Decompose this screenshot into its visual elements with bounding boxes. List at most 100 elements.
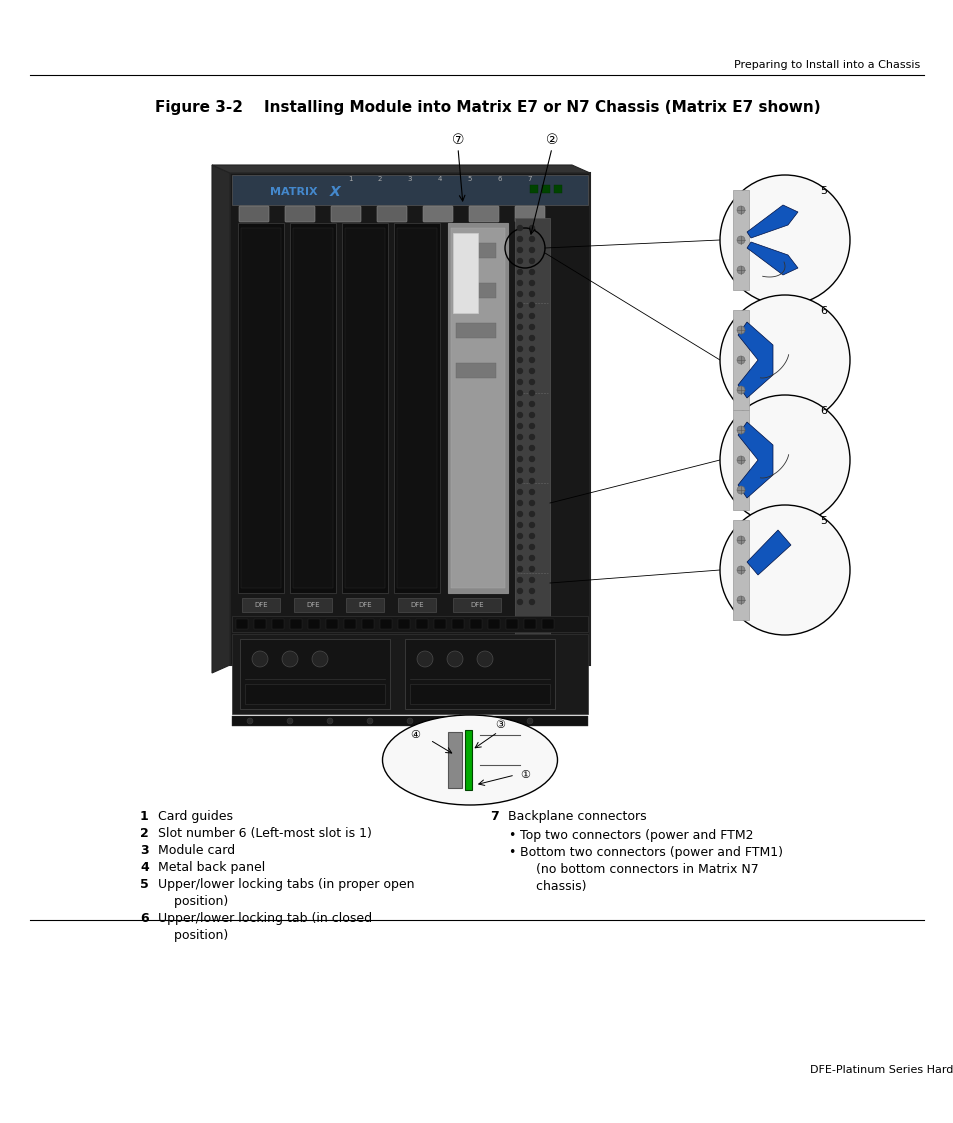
Text: 5: 5 — [820, 186, 826, 197]
Circle shape — [737, 426, 744, 433]
FancyBboxPatch shape — [294, 599, 332, 612]
Circle shape — [517, 446, 522, 450]
Circle shape — [529, 467, 534, 473]
Circle shape — [529, 391, 534, 395]
FancyBboxPatch shape — [290, 619, 302, 629]
Circle shape — [517, 292, 522, 296]
Text: 7: 7 — [490, 810, 498, 823]
FancyBboxPatch shape — [272, 619, 284, 629]
FancyBboxPatch shape — [394, 223, 439, 593]
Text: 1: 1 — [348, 176, 352, 182]
FancyBboxPatch shape — [541, 185, 550, 193]
Circle shape — [720, 175, 849, 305]
Text: 2: 2 — [377, 176, 382, 182]
Text: 6: 6 — [497, 176, 501, 182]
Circle shape — [517, 302, 522, 308]
Circle shape — [737, 486, 744, 494]
Circle shape — [517, 247, 522, 253]
Polygon shape — [746, 530, 790, 575]
FancyBboxPatch shape — [410, 684, 550, 704]
Circle shape — [529, 511, 534, 517]
Circle shape — [720, 505, 849, 634]
Circle shape — [517, 258, 522, 264]
Text: X: X — [330, 185, 340, 199]
Circle shape — [287, 718, 293, 724]
FancyBboxPatch shape — [434, 619, 446, 629]
FancyBboxPatch shape — [239, 206, 269, 222]
FancyBboxPatch shape — [326, 619, 337, 629]
Circle shape — [517, 423, 522, 429]
Circle shape — [517, 435, 522, 439]
Text: 5: 5 — [467, 176, 472, 182]
Circle shape — [517, 412, 522, 418]
Circle shape — [737, 596, 744, 604]
Circle shape — [517, 556, 522, 560]
Text: Backplane connectors: Backplane connectors — [507, 810, 646, 823]
Text: Metal back panel: Metal back panel — [158, 861, 265, 874]
Circle shape — [529, 402, 534, 407]
Circle shape — [529, 237, 534, 241]
Text: position): position) — [158, 929, 228, 942]
Circle shape — [517, 380, 522, 384]
FancyBboxPatch shape — [448, 732, 461, 788]
FancyBboxPatch shape — [232, 634, 587, 714]
FancyBboxPatch shape — [345, 228, 385, 588]
FancyBboxPatch shape — [488, 619, 499, 629]
Text: Top two connectors (power and FTM2: Top two connectors (power and FTM2 — [519, 829, 753, 842]
FancyBboxPatch shape — [422, 206, 453, 222]
Circle shape — [517, 566, 522, 572]
Circle shape — [517, 357, 522, 363]
Circle shape — [737, 456, 744, 464]
Polygon shape — [212, 165, 230, 673]
Circle shape — [737, 206, 744, 214]
Text: 2: 2 — [140, 827, 149, 840]
Circle shape — [737, 356, 744, 364]
Circle shape — [529, 522, 534, 528]
Polygon shape — [746, 241, 797, 275]
Circle shape — [529, 270, 534, 274]
FancyBboxPatch shape — [453, 599, 500, 612]
Text: 6: 6 — [820, 307, 826, 317]
FancyBboxPatch shape — [732, 410, 748, 510]
FancyBboxPatch shape — [232, 175, 587, 206]
Circle shape — [529, 533, 534, 539]
FancyBboxPatch shape — [361, 619, 374, 629]
Text: 3: 3 — [140, 844, 149, 857]
Text: position): position) — [158, 895, 228, 909]
Circle shape — [517, 478, 522, 484]
Circle shape — [327, 718, 333, 724]
Circle shape — [247, 718, 253, 724]
Circle shape — [517, 533, 522, 539]
Text: 4: 4 — [140, 861, 149, 874]
Circle shape — [529, 247, 534, 253]
FancyBboxPatch shape — [230, 173, 589, 665]
Text: DFE: DFE — [410, 602, 423, 608]
Circle shape — [529, 226, 534, 230]
Circle shape — [517, 226, 522, 230]
FancyBboxPatch shape — [732, 520, 748, 620]
FancyBboxPatch shape — [469, 206, 498, 222]
Text: DFE: DFE — [357, 602, 372, 608]
Circle shape — [517, 600, 522, 604]
Circle shape — [529, 336, 534, 340]
Text: ⑦: ⑦ — [452, 133, 464, 147]
Circle shape — [282, 651, 297, 667]
FancyBboxPatch shape — [293, 228, 333, 588]
Circle shape — [529, 325, 534, 329]
Circle shape — [476, 651, 493, 667]
FancyBboxPatch shape — [237, 223, 284, 593]
Circle shape — [529, 478, 534, 484]
Circle shape — [529, 380, 534, 384]
Circle shape — [486, 718, 493, 724]
Text: Preparing to Install into a Chassis: Preparing to Install into a Chassis — [733, 60, 919, 70]
Text: 1: 1 — [140, 810, 149, 823]
FancyBboxPatch shape — [241, 228, 281, 588]
FancyBboxPatch shape — [405, 639, 555, 709]
Circle shape — [517, 270, 522, 274]
FancyBboxPatch shape — [240, 639, 390, 709]
Circle shape — [526, 718, 533, 724]
FancyBboxPatch shape — [523, 619, 536, 629]
Text: ③: ③ — [495, 720, 504, 730]
FancyBboxPatch shape — [396, 228, 436, 588]
FancyBboxPatch shape — [452, 619, 463, 629]
